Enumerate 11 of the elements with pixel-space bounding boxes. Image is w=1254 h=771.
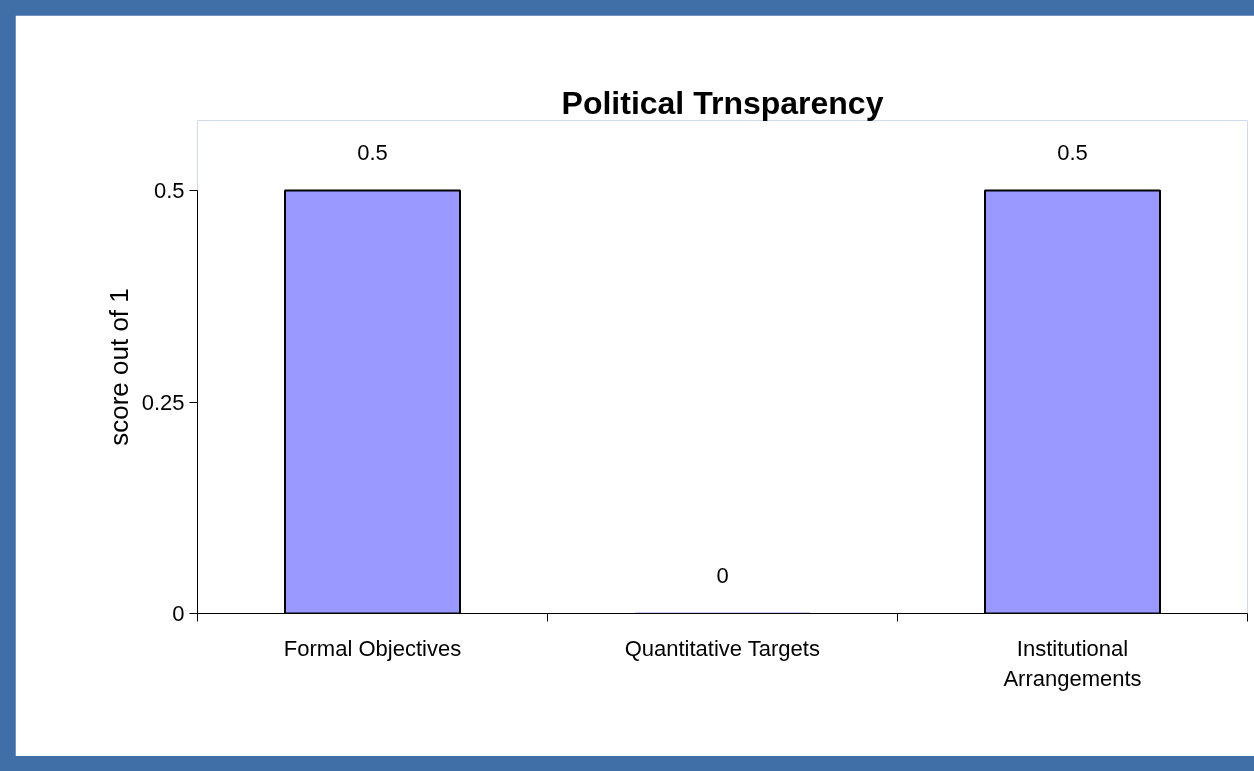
x-tick-label: Formal Objectives xyxy=(283,635,462,661)
data-label: 0.5 xyxy=(357,140,388,165)
data-label: 0 xyxy=(716,563,729,588)
y-axis-title: score out of 1 xyxy=(103,288,134,446)
y-tick-label: 0.25 xyxy=(141,389,185,415)
chart-title: Political Trnsparency xyxy=(561,84,884,121)
x-tick-label: Institutional Arrangements xyxy=(1003,635,1142,691)
y-tick-label: 0 xyxy=(172,601,185,626)
y-tick-label: 0.5 xyxy=(153,178,185,203)
x-tick-label: Quantitative Targets xyxy=(624,635,820,661)
data-label: 0.5 xyxy=(1057,140,1088,165)
